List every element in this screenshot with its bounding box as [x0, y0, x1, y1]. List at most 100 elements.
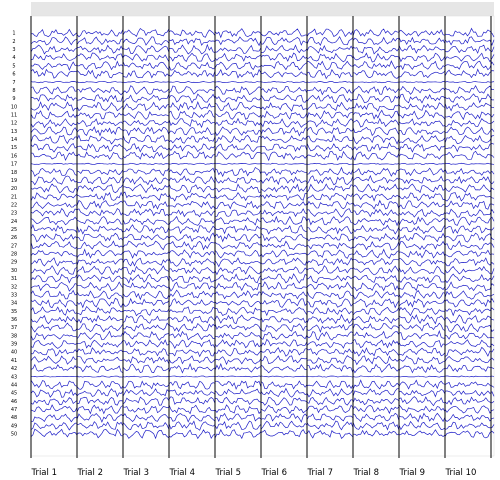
trace-ch44-trial7 [306, 380, 354, 390]
trace-ch28-trial9 [398, 249, 446, 259]
trace-ch25-trial3 [122, 224, 170, 234]
trace-ch16-trial5 [214, 151, 262, 160]
trace-ch31-trial3 [122, 273, 170, 284]
trace-ch1-trial6 [260, 28, 308, 37]
trace-ch44-trial9 [398, 379, 446, 390]
trace-ch11-trial3 [122, 111, 170, 120]
trace-ch18-trial7 [306, 166, 354, 176]
trace-ch27-trial2 [76, 240, 124, 250]
trace-ch2-trial9 [398, 36, 446, 46]
trace-ch6-trial3 [122, 70, 170, 79]
trial-label-3: Trial 3 [123, 468, 149, 478]
trace-ch31-trial4 [168, 275, 216, 283]
trace-ch33-trial9 [398, 290, 446, 300]
trace-ch48-trial2 [76, 412, 124, 423]
trace-ch28-trial3 [122, 250, 170, 259]
trace-ch35-trial6 [260, 307, 308, 317]
trace-ch15-trial3 [122, 143, 170, 153]
trace-ch10-trial3 [122, 101, 170, 111]
trace-ch44-trial4 [168, 380, 216, 390]
trial-label-8: Trial 8 [353, 468, 379, 478]
trial-label-9: Trial 9 [399, 468, 425, 478]
trace-ch23-trial8 [352, 208, 400, 218]
trace-ch20-trial9 [398, 183, 446, 194]
trace-ch14-trial4 [168, 135, 216, 144]
trace-ch13-trial8 [352, 126, 400, 137]
trace-ch35-trial7 [306, 307, 354, 315]
trace-ch17-trial1 [30, 163, 78, 165]
trace-ch39-trial3 [122, 339, 170, 348]
trace-ch19-trial10 [444, 175, 495, 185]
trace-ch13-trial1 [30, 126, 78, 136]
trace-ch2-trial8 [352, 36, 400, 45]
trace-ch16-trial7 [306, 150, 354, 161]
trace-ch14-trial2 [76, 134, 124, 145]
trace-ch29-trial5 [214, 257, 262, 268]
trace-ch41-trial3 [122, 356, 170, 365]
trace-ch16-trial8 [352, 151, 400, 161]
trace-ch39-trial2 [76, 339, 124, 349]
trace-ch7-trial7 [306, 81, 354, 83]
trace-ch42-trial7 [307, 363, 354, 374]
trace-ch26-trial3 [122, 233, 170, 241]
trace-ch36-trial8 [352, 315, 400, 324]
trace-ch6-trial2 [76, 69, 124, 79]
trace-ch31-trial7 [306, 275, 354, 284]
trace-ch28-trial2 [76, 248, 124, 259]
trace-ch10-trial8 [352, 102, 400, 112]
trace-ch15-trial1 [30, 143, 78, 153]
trace-ch2-trial10 [444, 36, 495, 46]
trace-ch30-trial5 [214, 266, 262, 276]
trace-ch16-trial2 [76, 151, 124, 160]
trace-ch44-trial3 [122, 380, 170, 390]
trace-ch24-trial5 [214, 217, 262, 226]
trace-ch16-trial6 [260, 151, 308, 162]
trace-ch12-trial9 [398, 118, 446, 127]
trace-ch42-trial5 [214, 362, 262, 373]
channel-label-4: 4 [12, 55, 15, 61]
trace-ch28-trial4 [168, 249, 216, 259]
trace-ch16-trial1 [30, 151, 78, 162]
trace-ch49-trial6 [260, 420, 308, 430]
channel-label-37: 37 [11, 325, 17, 331]
trace-ch23-trial3 [122, 208, 170, 217]
trace-ch33-trial1 [30, 289, 78, 300]
trial-labels: Trial 1 Trial 2 Trial 3 Trial 4 Trial 5 Trial… [31, 468, 477, 478]
trace-ch32-trial4 [168, 281, 216, 292]
trace-ch50-trial2 [76, 428, 124, 439]
trace-ch5-trial2 [76, 60, 124, 71]
trace-ch5-trial8 [352, 60, 400, 70]
channel-label-38: 38 [11, 333, 17, 339]
trace-ch13-trial7 [306, 126, 354, 136]
trace-ch1-trial9 [398, 29, 446, 37]
header-band [31, 2, 494, 16]
channel-label-21: 21 [11, 194, 17, 200]
trace-ch36-trial6 [260, 316, 308, 324]
trace-ch42-trial1 [30, 363, 78, 372]
trace-ch49-trial10 [444, 421, 495, 430]
trace-ch10-trial4 [168, 101, 216, 112]
trace-ch23-trial9 [398, 208, 446, 218]
trace-ch16-trial4 [168, 150, 216, 160]
channel-label-16: 16 [11, 153, 17, 159]
trace-ch42-trial10 [444, 364, 495, 373]
trace-ch10-trial5 [214, 102, 262, 112]
trace-ch26-trial5 [214, 233, 262, 243]
trace-ch4-trial6 [260, 52, 308, 62]
channel-label-1: 1 [12, 31, 15, 37]
trace-ch47-trial8 [352, 405, 400, 415]
trace-ch15-trial7 [306, 143, 354, 152]
trace-ch24-trial3 [122, 218, 170, 226]
trace-ch33-trial6 [260, 290, 308, 300]
trace-ch30-trial7 [306, 265, 354, 275]
trace-ch14-trial10 [444, 134, 495, 145]
trial-label-10: Trial 10 [445, 468, 477, 478]
trace-ch43-trial10 [444, 375, 495, 378]
trace-ch22-trial7 [306, 200, 354, 210]
trace-ch14-trial3 [122, 134, 170, 144]
trace-ch48-trial3 [122, 412, 170, 422]
trace-ch49-trial5 [214, 420, 262, 430]
trace-ch29-trial1 [30, 257, 78, 267]
trace-ch40-trial5 [214, 347, 262, 357]
trace-ch25-trial6 [260, 224, 308, 235]
